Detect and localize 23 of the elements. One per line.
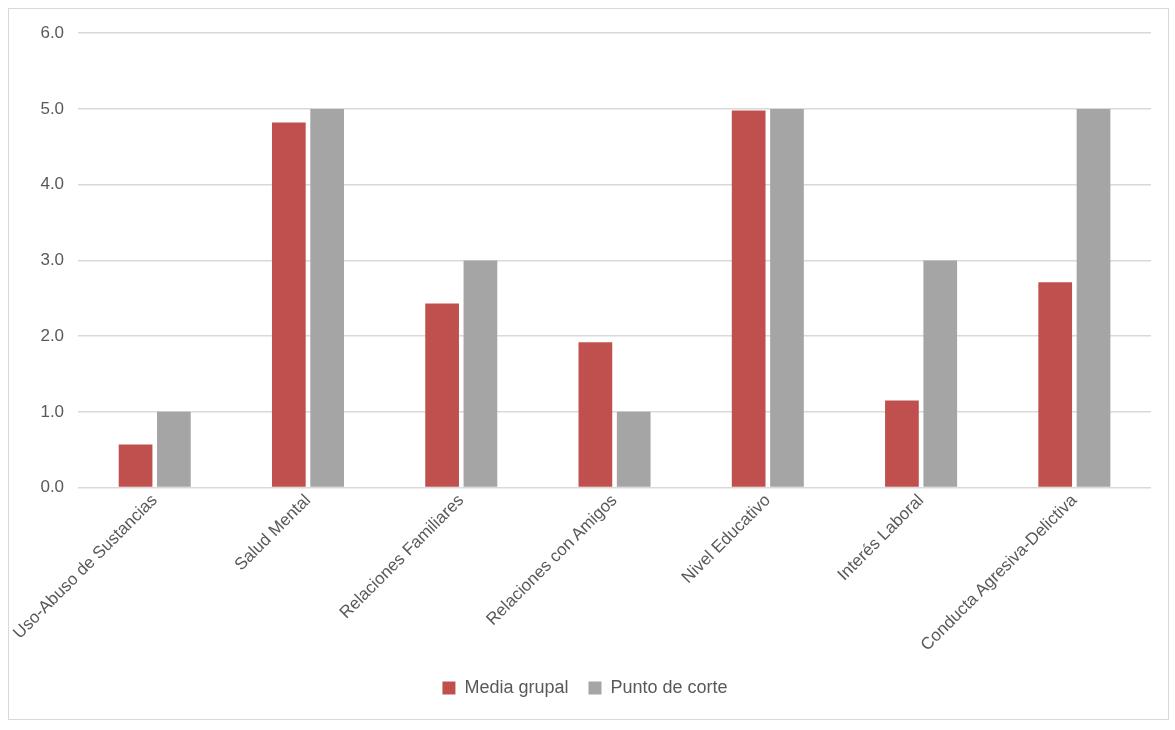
bar — [885, 400, 919, 487]
y-tick-label: 6.0 — [40, 22, 65, 42]
bar — [1038, 282, 1073, 487]
y-tick-label: 0.0 — [40, 477, 65, 497]
bar — [731, 110, 766, 487]
bar — [118, 444, 153, 487]
y-tick-label: 1.0 — [40, 401, 65, 421]
bar — [578, 342, 613, 487]
bar — [1076, 108, 1111, 487]
bar — [425, 303, 459, 487]
bar — [310, 108, 345, 487]
y-tick-label: 3.0 — [40, 250, 65, 270]
bar — [271, 122, 306, 487]
y-tick-label: 2.0 — [40, 325, 65, 345]
legend-label: Media grupal — [464, 676, 569, 697]
legend-label: Punto de corte — [610, 676, 728, 697]
bar — [157, 411, 191, 487]
bar — [923, 260, 958, 487]
y-tick-label: 4.0 — [40, 174, 65, 194]
bar — [616, 411, 651, 487]
bar — [770, 108, 804, 487]
bar — [463, 260, 498, 487]
y-tick-label: 5.0 — [40, 98, 65, 118]
